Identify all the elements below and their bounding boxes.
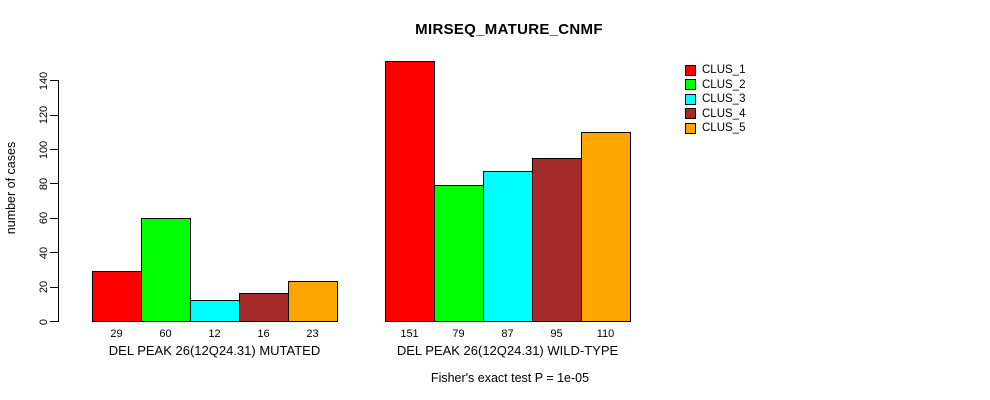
- bar-value-label: 87: [501, 328, 514, 340]
- bar-value-label: 95: [550, 328, 563, 340]
- bar-value-label: 23: [306, 328, 319, 340]
- x-group-label: DEL PEAK 26(12Q24.31) WILD-TYPE: [396, 343, 619, 358]
- legend-item: CLUS_5: [685, 121, 745, 136]
- y-axis-title: number of cases: [4, 141, 18, 235]
- y-axis-tick: [50, 217, 58, 219]
- legend-label: CLUS_3: [702, 93, 746, 106]
- x-group-label: DEL PEAK 26(12Q24.31) MUTATED: [108, 343, 321, 358]
- y-axis-tick-label: 0: [38, 318, 50, 325]
- fisher-test-annotation: Fisher's exact test P = 1e-05: [430, 371, 590, 385]
- y-axis-tick-label: 20: [38, 280, 50, 294]
- y-axis-tick-label: 40: [38, 246, 50, 259]
- bar-value-label: 16: [257, 328, 270, 340]
- legend-swatch-clus_2: [685, 79, 696, 91]
- legend-label: CLUS_1: [702, 64, 746, 77]
- y-axis-tick-label: 140: [38, 71, 50, 90]
- bar-clus_2-group1: [141, 217, 191, 322]
- bar-clus_3-group2: [483, 171, 533, 322]
- y-axis-line: [58, 80, 59, 322]
- chart-title: MIRSEQ_MATURE_CNMF: [415, 21, 603, 38]
- bar-clus_2-group2: [434, 185, 484, 322]
- y-axis-tick: [50, 183, 58, 185]
- y-axis-tick-label: 60: [38, 212, 50, 225]
- legend-label: CLUS_2: [702, 78, 746, 91]
- y-axis-tick-label: 80: [38, 177, 50, 191]
- y-axis-tick: [50, 80, 58, 82]
- legend-item: CLUS_4: [685, 107, 745, 122]
- bar-value-label: 29: [110, 328, 123, 340]
- bar-value-label: 151: [400, 328, 419, 340]
- legend-item: CLUS_2: [685, 78, 745, 93]
- y-axis-tick-label: 100: [38, 140, 50, 159]
- y-axis-tick: [50, 321, 58, 322]
- bar-clus_1-group2: [385, 61, 435, 322]
- y-axis-tick: [50, 114, 58, 116]
- y-axis-tick: [50, 252, 58, 254]
- legend-label: CLUS_4: [702, 107, 746, 120]
- legend: CLUS_1 CLUS_2 CLUS_3 CLUS_4 CLUS_5: [685, 63, 745, 136]
- legend-swatch-clus_5: [685, 122, 696, 134]
- bar-clus_4-group2: [532, 157, 582, 322]
- bar-value-label: 12: [208, 328, 221, 340]
- bar-clus_4-group1: [239, 293, 289, 322]
- bar-clus_5-group2: [581, 131, 631, 322]
- y-axis-tick: [50, 149, 58, 150]
- legend-label: CLUS_5: [702, 122, 746, 135]
- y-axis-tick: [50, 286, 58, 288]
- bar-value-label: 110: [596, 328, 615, 340]
- bar-value-label: 60: [159, 328, 172, 340]
- y-axis-tick-label: 120: [38, 105, 50, 125]
- legend-item: CLUS_1: [685, 63, 745, 78]
- legend-swatch-clus_1: [685, 64, 696, 76]
- bar-value-label: 79: [452, 328, 465, 340]
- bar-clus_5-group1: [288, 281, 338, 322]
- bar-clus_1-group1: [92, 271, 142, 322]
- legend-swatch-clus_4: [685, 108, 696, 120]
- legend-item: CLUS_3: [685, 92, 745, 107]
- bar-clus_3-group1: [190, 300, 240, 322]
- legend-swatch-clus_3: [685, 93, 696, 105]
